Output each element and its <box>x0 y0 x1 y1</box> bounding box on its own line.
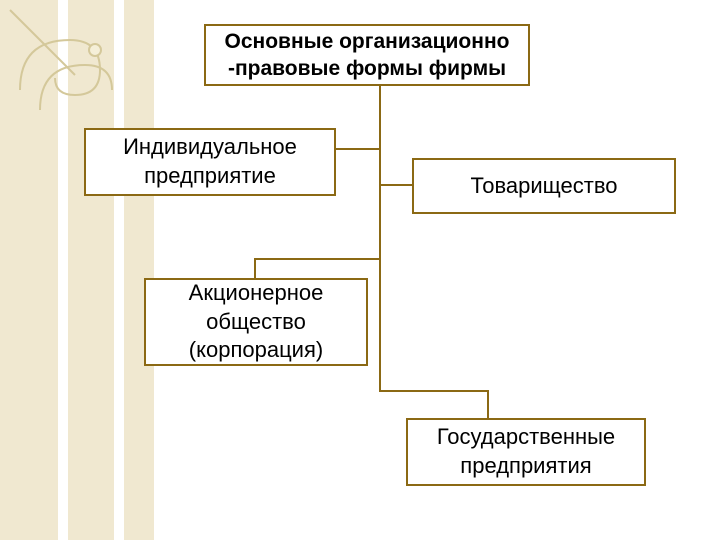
connector <box>254 258 379 260</box>
node-child2: Товарищество <box>412 158 676 214</box>
connector <box>379 390 489 392</box>
slide-decoration <box>0 0 200 540</box>
node-label: Основные организационно -правовые формы … <box>225 28 510 83</box>
node-label: Акционерное общество (корпорация) <box>189 279 324 365</box>
connector <box>254 258 256 278</box>
node-label: Индивидуальное предприятие <box>123 133 297 190</box>
node-child1: Индивидуальное предприятие <box>84 128 336 196</box>
node-label: Товарищество <box>471 172 618 201</box>
node-root: Основные организационно -правовые формы … <box>204 24 530 86</box>
node-label: Государственные предприятия <box>437 423 615 480</box>
connector <box>487 390 489 418</box>
connector <box>336 148 379 150</box>
connector <box>379 86 381 390</box>
connector <box>379 184 412 186</box>
node-child4: Государственные предприятия <box>406 418 646 486</box>
node-child3: Акционерное общество (корпорация) <box>144 278 368 366</box>
